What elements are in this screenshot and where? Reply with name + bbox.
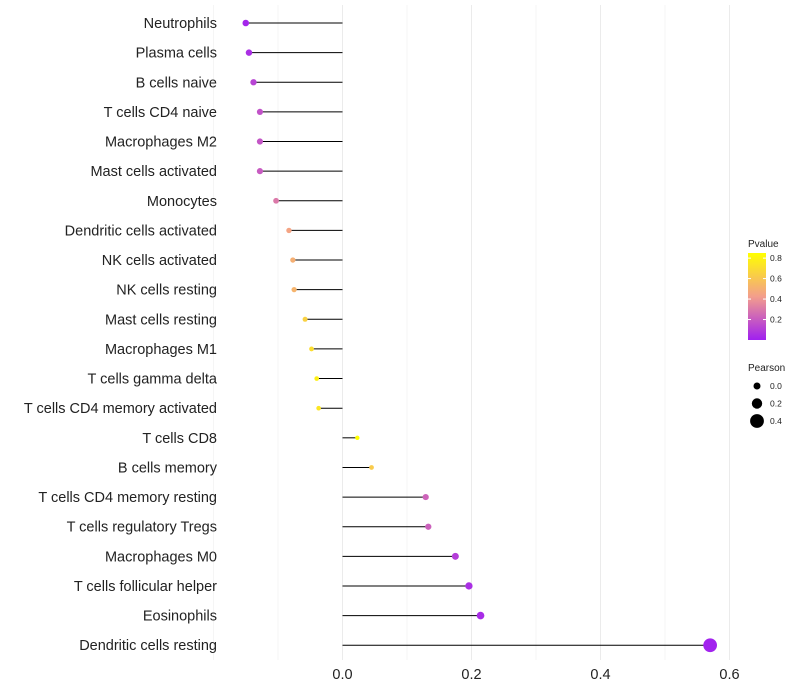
- lollipop-point: [476, 611, 485, 620]
- category-label: Dendritic cells resting: [79, 638, 217, 654]
- lollipop-point: [451, 552, 459, 560]
- category-label: B cells memory: [118, 460, 218, 476]
- lollipop-point: [422, 493, 429, 501]
- category-label: Monocytes: [147, 194, 217, 210]
- category-label: T cells gamma delta: [88, 372, 218, 388]
- category-label: B cells naive: [136, 75, 217, 91]
- pearson-legend: Pearson 0.0 0.2 0.4: [748, 363, 785, 428]
- pvalue-legend-title: Pvalue: [748, 239, 779, 250]
- category-label: Macrophages M0: [105, 549, 217, 565]
- lollipop-point: [465, 582, 473, 590]
- lollipop-stems: [245, 22, 711, 646]
- category-label: Macrophages M1: [105, 342, 217, 358]
- lollipop-point: [256, 138, 264, 145]
- size-legend-label: 0.4: [770, 416, 782, 426]
- pearson-legend-title: Pearson: [748, 363, 785, 374]
- lollipop-point: [309, 346, 314, 352]
- size-legend-point: [753, 382, 761, 390]
- lollipop-point: [256, 168, 264, 175]
- lollipop-point: [242, 19, 250, 27]
- lollipop-point: [286, 227, 292, 234]
- x-tick-label: 0.6: [719, 667, 739, 683]
- lollipop-point: [250, 79, 257, 86]
- category-label: Eosinophils: [143, 609, 217, 625]
- lollipop-point: [302, 316, 308, 322]
- colorbar-tick-label: 0.8: [770, 253, 782, 263]
- category-label: T cells CD4 memory resting: [38, 490, 217, 506]
- category-label: Plasma cells: [136, 46, 217, 62]
- category-label: T cells CD4 naive: [104, 105, 217, 121]
- x-tick-label: 0.0: [332, 667, 352, 683]
- grid-lines: [213, 5, 730, 660]
- lollipop-point: [256, 108, 264, 115]
- lollipop-point: [314, 376, 320, 381]
- category-label: NK cells resting: [116, 283, 217, 299]
- pvalue-legend: Pvalue 0.8 0.6 0.4 0.2: [748, 239, 782, 340]
- colorbar-tick-label: 0.2: [770, 315, 782, 325]
- x-tick-label: 0.4: [590, 667, 610, 683]
- colorbar-tick-label: 0.4: [770, 294, 782, 304]
- category-label: Mast cells activated: [90, 164, 217, 180]
- colorbar-tick-label: 0.6: [770, 274, 782, 284]
- x-axis-tick-labels: 0.0 0.2 0.4 0.6: [332, 667, 739, 683]
- category-label: T cells CD8: [142, 431, 217, 447]
- lollipop-point: [355, 435, 360, 441]
- lollipop-point: [273, 197, 279, 204]
- category-labels: Neutrophils Plasma cells B cells naive T ce…: [24, 16, 218, 654]
- lollipop-point: [703, 638, 717, 653]
- lollipop-point: [316, 405, 321, 411]
- pvalue-colorbar: [748, 253, 766, 340]
- lollipop-point: [290, 257, 296, 263]
- category-label: T cells CD4 memory activated: [24, 401, 217, 417]
- category-label: T cells follicular helper: [74, 579, 217, 595]
- size-legend-point: [750, 414, 764, 428]
- lollipop-point: [369, 465, 374, 470]
- category-label: Macrophages M2: [105, 135, 217, 151]
- category-label: Neutrophils: [144, 16, 217, 32]
- lollipop-point: [291, 287, 297, 293]
- size-legend-label: 0.2: [770, 399, 782, 409]
- size-legend-label: 0.0: [770, 381, 782, 391]
- category-label: Dendritic cells activated: [65, 223, 217, 239]
- category-label: Mast cells resting: [105, 312, 217, 328]
- lollipop-point: [425, 523, 432, 530]
- size-legend-point: [751, 398, 763, 409]
- lollipop-point: [245, 49, 253, 56]
- category-label: NK cells activated: [102, 253, 217, 269]
- x-tick-label: 0.2: [461, 667, 481, 683]
- category-label: T cells regulatory Tregs: [67, 520, 217, 536]
- lollipop-points: [242, 19, 717, 653]
